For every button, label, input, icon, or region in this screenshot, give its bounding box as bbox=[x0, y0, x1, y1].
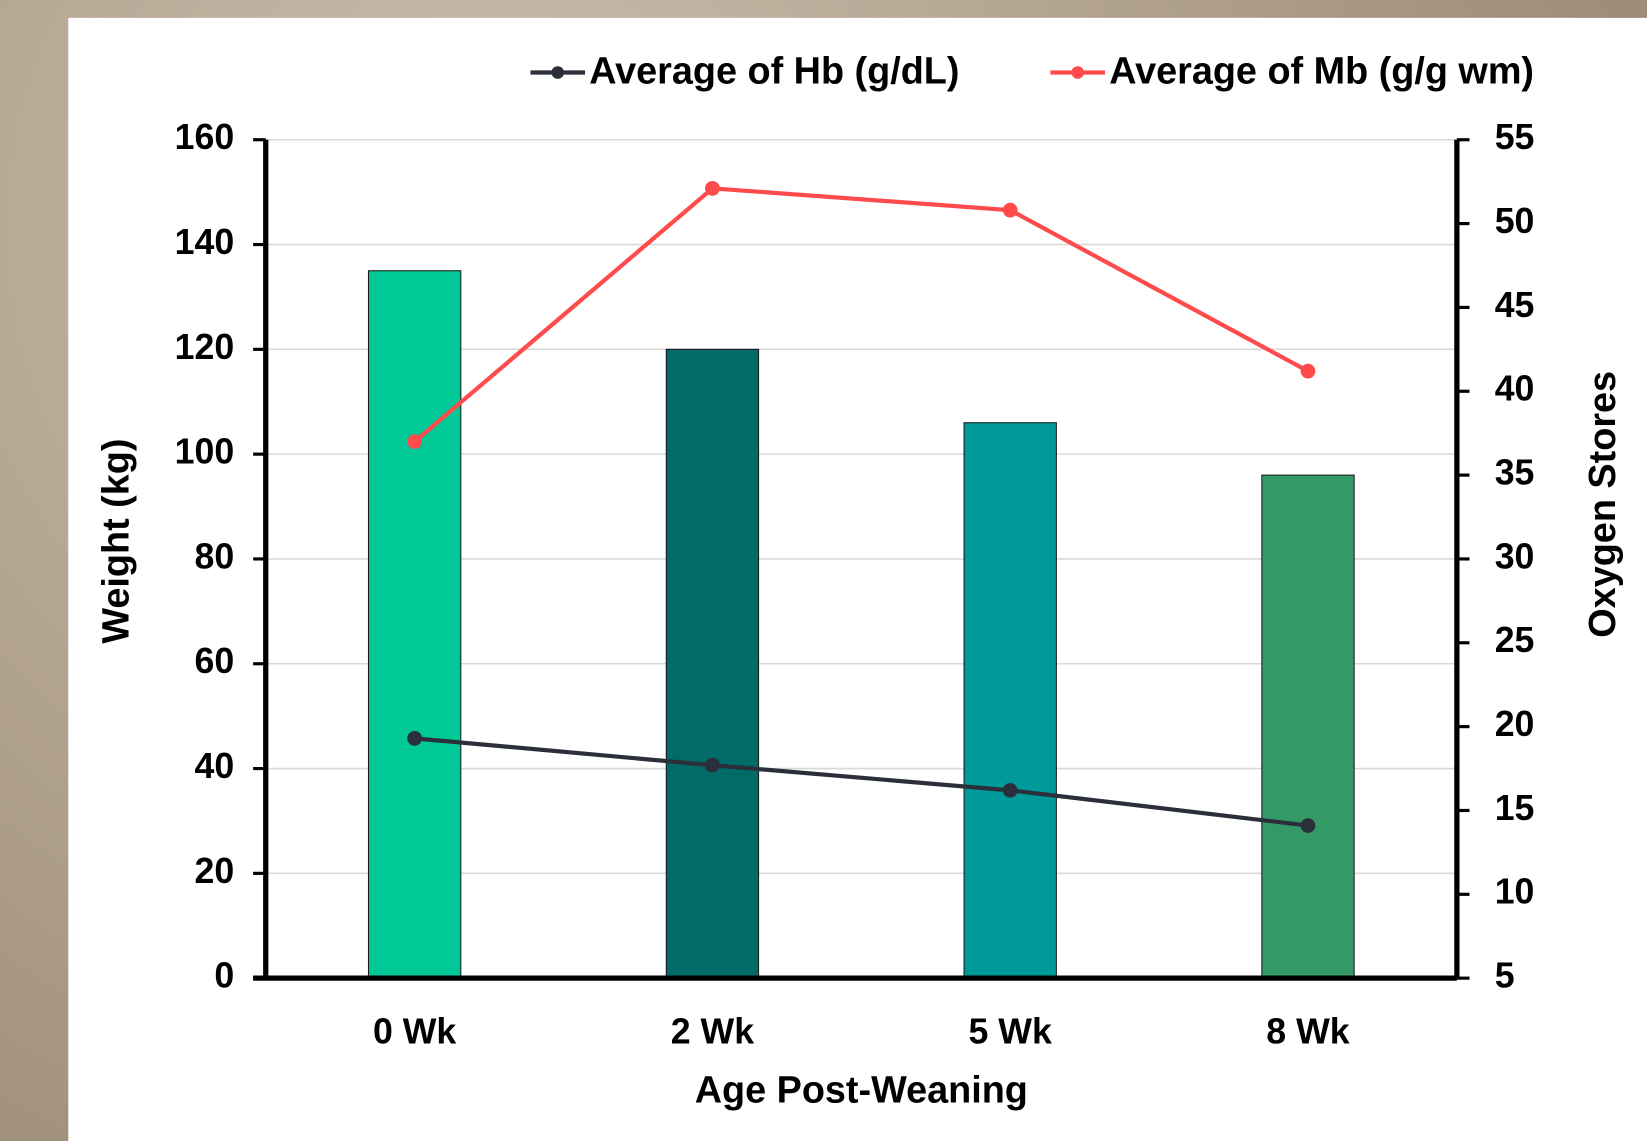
line-marker bbox=[1003, 783, 1018, 798]
y2-axis-title: Oxygen Stores bbox=[1582, 371, 1624, 638]
x-tick-label: 8 Wk bbox=[1266, 1011, 1349, 1051]
bar bbox=[368, 271, 460, 978]
y2-tick-label: 15 bbox=[1495, 788, 1535, 828]
x-tick-label: 5 Wk bbox=[969, 1011, 1052, 1051]
line-marker bbox=[407, 434, 422, 449]
x-tick-label: 2 Wk bbox=[671, 1011, 754, 1051]
line-marker bbox=[1301, 364, 1316, 379]
y2-tick-label: 55 bbox=[1495, 117, 1535, 157]
legend-label: Average of Hb (g/dL) bbox=[589, 51, 959, 93]
y2-tick-label: 20 bbox=[1495, 704, 1535, 744]
y2-tick-label: 30 bbox=[1495, 536, 1535, 576]
y2-tick-label: 45 bbox=[1495, 285, 1535, 325]
y-tick-label: 120 bbox=[175, 327, 235, 367]
bar bbox=[666, 349, 758, 978]
y-tick-label: 80 bbox=[195, 536, 235, 576]
chart-panel bbox=[68, 18, 1647, 1141]
bar bbox=[1262, 475, 1354, 978]
legend-marker bbox=[551, 66, 564, 79]
y-tick-label: 160 bbox=[175, 117, 235, 157]
y2-tick-label: 40 bbox=[1495, 369, 1535, 409]
y2-tick-label: 50 bbox=[1495, 201, 1535, 241]
legend-label: Average of Mb (g/g wm) bbox=[1109, 51, 1534, 93]
line-marker bbox=[705, 181, 720, 196]
y2-tick-label: 35 bbox=[1495, 453, 1535, 493]
chart: Age Post-Weaning Weight (kg) Oxygen Stor… bbox=[0, 0, 1647, 1141]
y2-tick-label: 25 bbox=[1495, 620, 1535, 660]
y-tick-label: 40 bbox=[195, 746, 235, 786]
line-marker bbox=[1003, 203, 1018, 218]
x-tick-label: 0 Wk bbox=[373, 1011, 456, 1051]
x-axis-title: Age Post-Weaning bbox=[695, 1070, 1028, 1112]
y-tick-label: 100 bbox=[175, 432, 235, 472]
y-tick-label: 0 bbox=[214, 956, 234, 996]
line-marker bbox=[407, 731, 422, 746]
y-tick-label: 60 bbox=[195, 641, 235, 681]
bar bbox=[964, 423, 1056, 978]
y2-tick-label: 5 bbox=[1495, 956, 1515, 996]
page: Age Post-Weaning Weight (kg) Oxygen Stor… bbox=[0, 0, 1647, 1141]
y-tick-label: 20 bbox=[195, 851, 235, 891]
y-tick-label: 140 bbox=[175, 222, 235, 262]
y2-tick-label: 10 bbox=[1495, 872, 1535, 912]
y-axis-title: Weight (kg) bbox=[96, 439, 138, 644]
line-marker bbox=[705, 758, 720, 773]
legend-marker bbox=[1071, 66, 1084, 79]
line-marker bbox=[1301, 818, 1316, 833]
